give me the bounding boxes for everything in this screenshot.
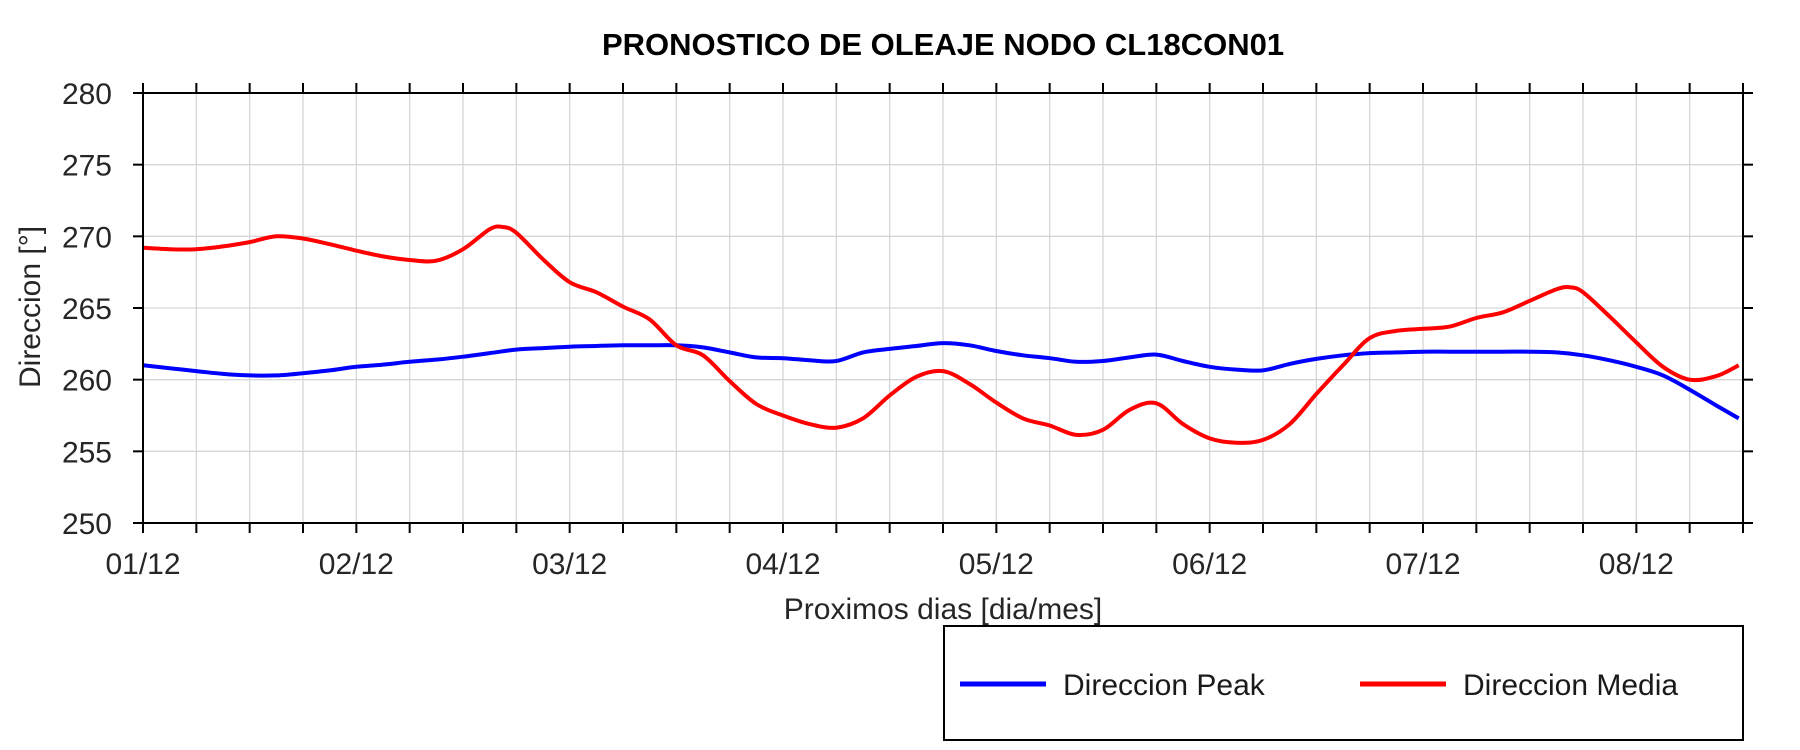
y-tick-label: 265 (62, 293, 112, 326)
x-tick-label: 03/12 (532, 548, 607, 581)
y-axis-label: Direccion [°] (14, 226, 47, 388)
y-tick-label: 270 (62, 221, 112, 254)
chart-title: PRONOSTICO DE OLEAJE NODO CL18CON01 (602, 27, 1284, 62)
legend-entry-label: Direccion Media (1463, 669, 1678, 702)
x-tick-label: 04/12 (745, 548, 820, 581)
y-tick-label: 280 (62, 78, 112, 111)
legend-entry-label: Direccion Peak (1063, 669, 1266, 702)
series-line-direccion-media (142, 224, 1740, 445)
x-tick-label: 02/12 (319, 548, 394, 581)
legend-entry: Direccion Peak (960, 669, 1266, 702)
grid-lines (143, 93, 1743, 523)
legend-entry: Direccion Media (1360, 669, 1678, 702)
legend-box (943, 625, 1744, 741)
y-tick-label: 275 (62, 150, 112, 183)
plot-border (142, 92, 1744, 524)
x-tick-label: 05/12 (959, 548, 1034, 581)
y-tick-label: 255 (62, 436, 112, 469)
x-tick-label: 01/12 (105, 548, 180, 581)
x-tick-label: 07/12 (1385, 548, 1460, 581)
x-axis-label: Proximos dias [dia/mes] (784, 593, 1102, 626)
data-series (142, 224, 1740, 445)
y-tick-labels: 250 255 260 265 270 275 280 (62, 78, 112, 541)
x-tick-labels: 01/12 02/12 03/12 04/12 05/12 06/12 07/12 08/12 (105, 548, 1673, 581)
y-tick-label: 260 (62, 365, 112, 398)
y-tick-label: 250 (62, 508, 112, 541)
axis-ticks (133, 83, 1753, 533)
legend: Direccion Peak Direccion Media (943, 625, 1744, 741)
series-line-direccion-peak (142, 341, 1740, 421)
x-tick-label: 08/12 (1599, 548, 1674, 581)
x-tick-label: 06/12 (1172, 548, 1247, 581)
